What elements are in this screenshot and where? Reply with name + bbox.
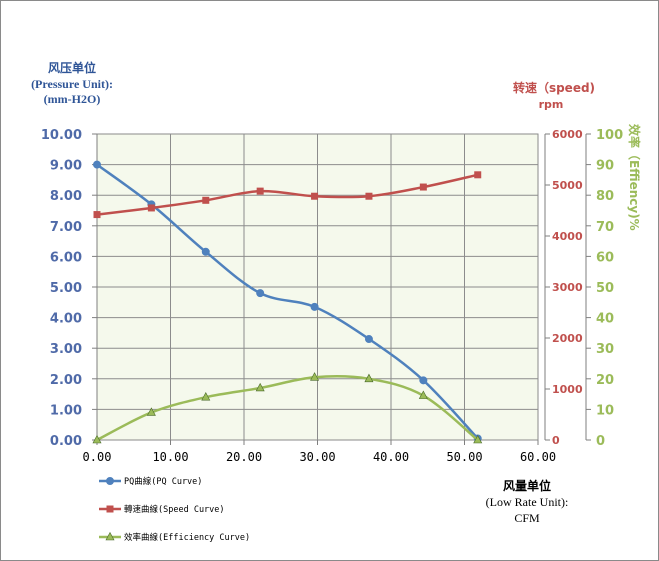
efficiency-axis-ticks: 0 10 20 30 40 50 60 70 80 90 100 <box>586 128 623 449</box>
left-tick-label: 4.00 <box>50 312 82 327</box>
left-tick-label: 0.00 <box>50 434 82 449</box>
data-point-pressure <box>419 376 428 385</box>
left-tick-label: 10.00 <box>41 128 82 143</box>
data-point-pressure <box>310 302 319 311</box>
left-tick-label: 1.00 <box>50 403 82 418</box>
speed-tick-label: 1000 <box>552 383 583 396</box>
series-group <box>92 160 483 444</box>
x-axis-ticks: 0.00 10.00 20.00 30.00 40.00 50.00 60.00 <box>83 440 556 464</box>
data-point-speed <box>93 211 101 219</box>
speed-axis-title-line-1: 转速（speed) <box>513 80 595 95</box>
data-point-speed <box>202 196 210 204</box>
data-point-efficiency <box>310 372 320 381</box>
left-tick-label: 3.00 <box>50 342 82 357</box>
speed-tick-label: 6000 <box>552 128 583 141</box>
data-point-pressure <box>256 289 265 298</box>
efficiency-tick-label: 20 <box>596 373 614 388</box>
efficiency-tick-label: 0 <box>596 434 605 449</box>
data-point-speed <box>147 204 155 212</box>
left-axis-title-line-3: (mm-H2O) <box>44 92 101 106</box>
efficiency-tick-label: 100 <box>596 128 623 143</box>
speed-tick-label: 4000 <box>552 230 583 243</box>
efficiency-tick-label: 40 <box>596 312 614 327</box>
efficiency-tick-label: 50 <box>596 281 614 296</box>
efficiency-tick-label: 10 <box>596 403 614 418</box>
data-point-efficiency <box>418 390 428 399</box>
efficiency-tick-label: 60 <box>596 250 614 265</box>
speed-tick-label: 2000 <box>552 332 583 345</box>
legend-label: 效率曲線(Efficiency Curve) <box>124 532 250 543</box>
efficiency-axis-title: 效率（Effiency)% <box>627 124 642 231</box>
speed-axis-title-line-2: rpm <box>539 98 564 111</box>
left-tick-label: 2.00 <box>50 373 82 388</box>
grid-lines <box>97 134 538 440</box>
x-axis-title-line-3: CFM <box>514 511 540 525</box>
legend-label: PQ曲線(PQ Curve) <box>124 476 202 487</box>
data-point-pressure <box>93 160 101 169</box>
left-axis-ticks: 0.00 1.00 2.00 3.00 4.00 5.00 6.00 7.00 8.00 9.00… <box>41 128 97 449</box>
left-tick-label: 8.00 <box>50 189 82 204</box>
data-point-pressure <box>201 247 210 256</box>
data-point-efficiency <box>92 434 102 444</box>
legend-marker <box>106 505 114 513</box>
data-point-efficiency <box>201 392 211 401</box>
efficiency-tick-label: 30 <box>596 342 614 357</box>
left-tick-label: 6.00 <box>50 250 82 265</box>
x-tick-label: 30.00 <box>299 450 335 464</box>
left-axis-title-line-2: (Pressure Unit): <box>31 77 113 91</box>
x-tick-label: 50.00 <box>446 450 482 464</box>
speed-axis-ticks: 0 1000 2000 3000 4000 5000 6000 <box>545 128 583 447</box>
speed-tick-label: 5000 <box>552 179 583 192</box>
legend-label: 轉速曲線(Speed Curve) <box>124 504 225 515</box>
speed-tick-label: 0 <box>552 434 560 447</box>
data-point-speed <box>256 187 264 195</box>
data-point-efficiency <box>255 382 265 392</box>
efficiency-tick-label: 80 <box>596 189 614 204</box>
speed-tick-label: 3000 <box>552 281 583 294</box>
x-axis-title-line-2: (Low Rate Unit): <box>486 495 569 509</box>
data-point-speed <box>311 192 319 200</box>
left-tick-label: 5.00 <box>50 281 82 296</box>
series-line-speed <box>96 173 479 216</box>
data-point-efficiency <box>473 434 483 444</box>
x-tick-label: 10.00 <box>152 450 188 464</box>
data-point-efficiency <box>146 407 156 416</box>
data-point-speed <box>365 192 373 200</box>
x-tick-label: 40.00 <box>373 450 409 464</box>
x-tick-label: 60.00 <box>520 450 556 464</box>
series-efficiency <box>92 372 483 444</box>
efficiency-tick-label: 90 <box>596 159 614 174</box>
legend-marker <box>106 477 114 485</box>
data-point-efficiency <box>364 373 374 383</box>
legend: PQ曲線(PQ Curve) 轉速曲線(Speed Curve) 效率曲線(Effi… <box>99 476 250 543</box>
data-point-pressure <box>364 335 373 344</box>
efficiency-tick-label: 70 <box>596 220 614 235</box>
x-axis-title-line-1: 风量单位 <box>503 478 551 493</box>
left-tick-label: 7.00 <box>50 220 82 235</box>
legend-marker <box>105 531 115 541</box>
series-speed <box>93 171 482 219</box>
x-tick-label: 0.00 <box>83 450 112 464</box>
data-point-speed <box>474 171 482 179</box>
left-tick-label: 9.00 <box>50 159 82 174</box>
x-tick-label: 20.00 <box>226 450 262 464</box>
left-axis-title-line-1: 风压单位 <box>48 60 96 75</box>
data-point-speed <box>419 183 427 191</box>
